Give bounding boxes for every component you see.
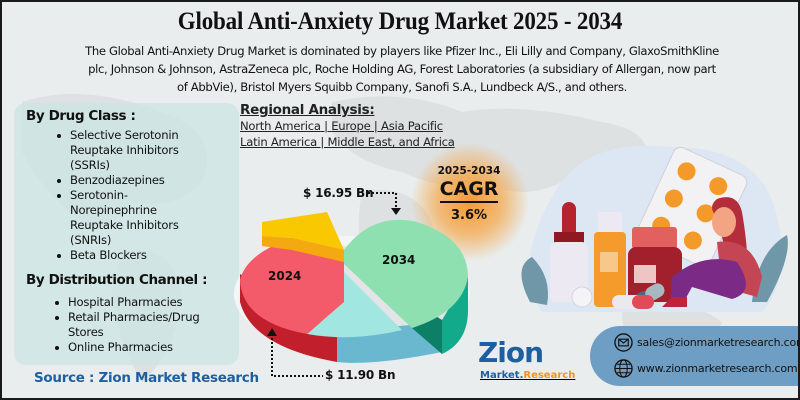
website-row[interactable]: www.zionmarketresearch.com — [614, 359, 798, 378]
callout-arrow-2024 — [267, 328, 323, 377]
email-link[interactable]: sales@zionmarketresearch.com — [637, 336, 800, 349]
page-title: Global Anti-Anxiety Drug Market 2025 - 2… — [177, 8, 623, 35]
region-list-line-1: North America | Europe | Asia Pacific — [240, 119, 443, 133]
list-item: Serotonin-Norepinephrine Reuptake Inhibi… — [56, 188, 184, 248]
slice-2024 — [240, 238, 344, 334]
drug-class-list: Selective Serotonin Reuptake Inhibitors … — [56, 128, 216, 263]
slice-2034 — [344, 219, 468, 328]
subtitle-line: The Global Anti-Anxiety Drug Market is d… — [85, 44, 719, 58]
sitting-woman-figure — [662, 197, 762, 307]
cagr-underline — [440, 201, 498, 203]
cagr-period: 2025-2034 — [437, 165, 501, 177]
region-latin-america[interactable]: Latin America — [240, 135, 317, 149]
list-item: Online Pharmacies — [54, 340, 224, 355]
value-2024-label: $ 11.90 Bn — [325, 368, 396, 382]
spray-bottle-icon — [594, 212, 626, 307]
distribution-channel-list: Hospital Pharmacies Retail Pharmacies/Dr… — [54, 295, 224, 355]
region-europe[interactable]: Europe — [331, 119, 371, 133]
list-item: Selective Serotonin Reuptake Inhibitors … — [56, 128, 216, 173]
regional-analysis-heading: Regional Analysis: — [240, 102, 375, 118]
region-north-america[interactable]: North America — [240, 119, 321, 133]
slice-label-2034: 2034 — [382, 253, 415, 267]
source-label: Source : Zion Market Research — [34, 370, 259, 386]
slice-label-2024: 2024 — [268, 269, 301, 283]
list-item: Beta Blockers — [56, 248, 216, 263]
globe-icon — [614, 359, 633, 378]
segments-panel — [14, 103, 239, 365]
subtitle-line: plc, Johnson & Johnson, AstraZeneca plc,… — [88, 62, 716, 76]
distribution-channel-heading: By Distribution Channel : — [26, 272, 208, 288]
drug-class-heading: By Drug Class : — [26, 108, 136, 124]
envelope-icon — [614, 333, 633, 352]
zion-logo: Zion Market.Research — [472, 336, 576, 386]
website-link[interactable]: www.zionmarketresearch.com — [637, 362, 798, 375]
list-item: Hospital Pharmacies — [54, 295, 224, 310]
list-item: Retail Pharmacies/Drug Stores — [54, 310, 224, 340]
callout-arrow-2034 — [368, 192, 401, 215]
region-middle-east-africa[interactable]: Middle East, and Africa — [327, 135, 455, 149]
cagr-label: CAGR — [439, 178, 499, 200]
cagr-value: 3.6% — [450, 208, 488, 223]
region-separator: | — [316, 135, 328, 149]
region-list-line-2: Latin America | Middle East, and Africa — [240, 135, 455, 149]
slice-decor-teal — [307, 272, 402, 338]
logo-text: Zion — [478, 336, 544, 369]
pill-jar-icon — [628, 227, 682, 302]
email-row[interactable]: sales@zionmarketresearch.com — [614, 333, 800, 352]
region-separator: | — [320, 119, 332, 133]
slice-decor-yellow — [262, 212, 344, 250]
pie-chart: 2034 2024 — [234, 212, 470, 363]
anxiety-illustration — [521, 145, 788, 312]
market-players-description: The Global Anti-Anxiety Drug Market is d… — [10, 42, 794, 96]
region-separator: | — [370, 119, 382, 133]
value-2034-label: $ 16.95 Bn — [303, 186, 374, 200]
logo-subtext: Market.Research — [480, 370, 576, 381]
dropper-bottle-icon — [550, 202, 588, 302]
contact-box: sales@zionmarketresearch.com www.zionmar… — [590, 326, 800, 386]
list-item: Benzodiazepines — [56, 173, 216, 188]
region-asia-pacific[interactable]: Asia Pacific — [381, 119, 443, 133]
slice-2034-side — [442, 277, 468, 354]
subtitle-line: of AbbVie), Bristol Myers Squibb Company… — [177, 80, 627, 94]
